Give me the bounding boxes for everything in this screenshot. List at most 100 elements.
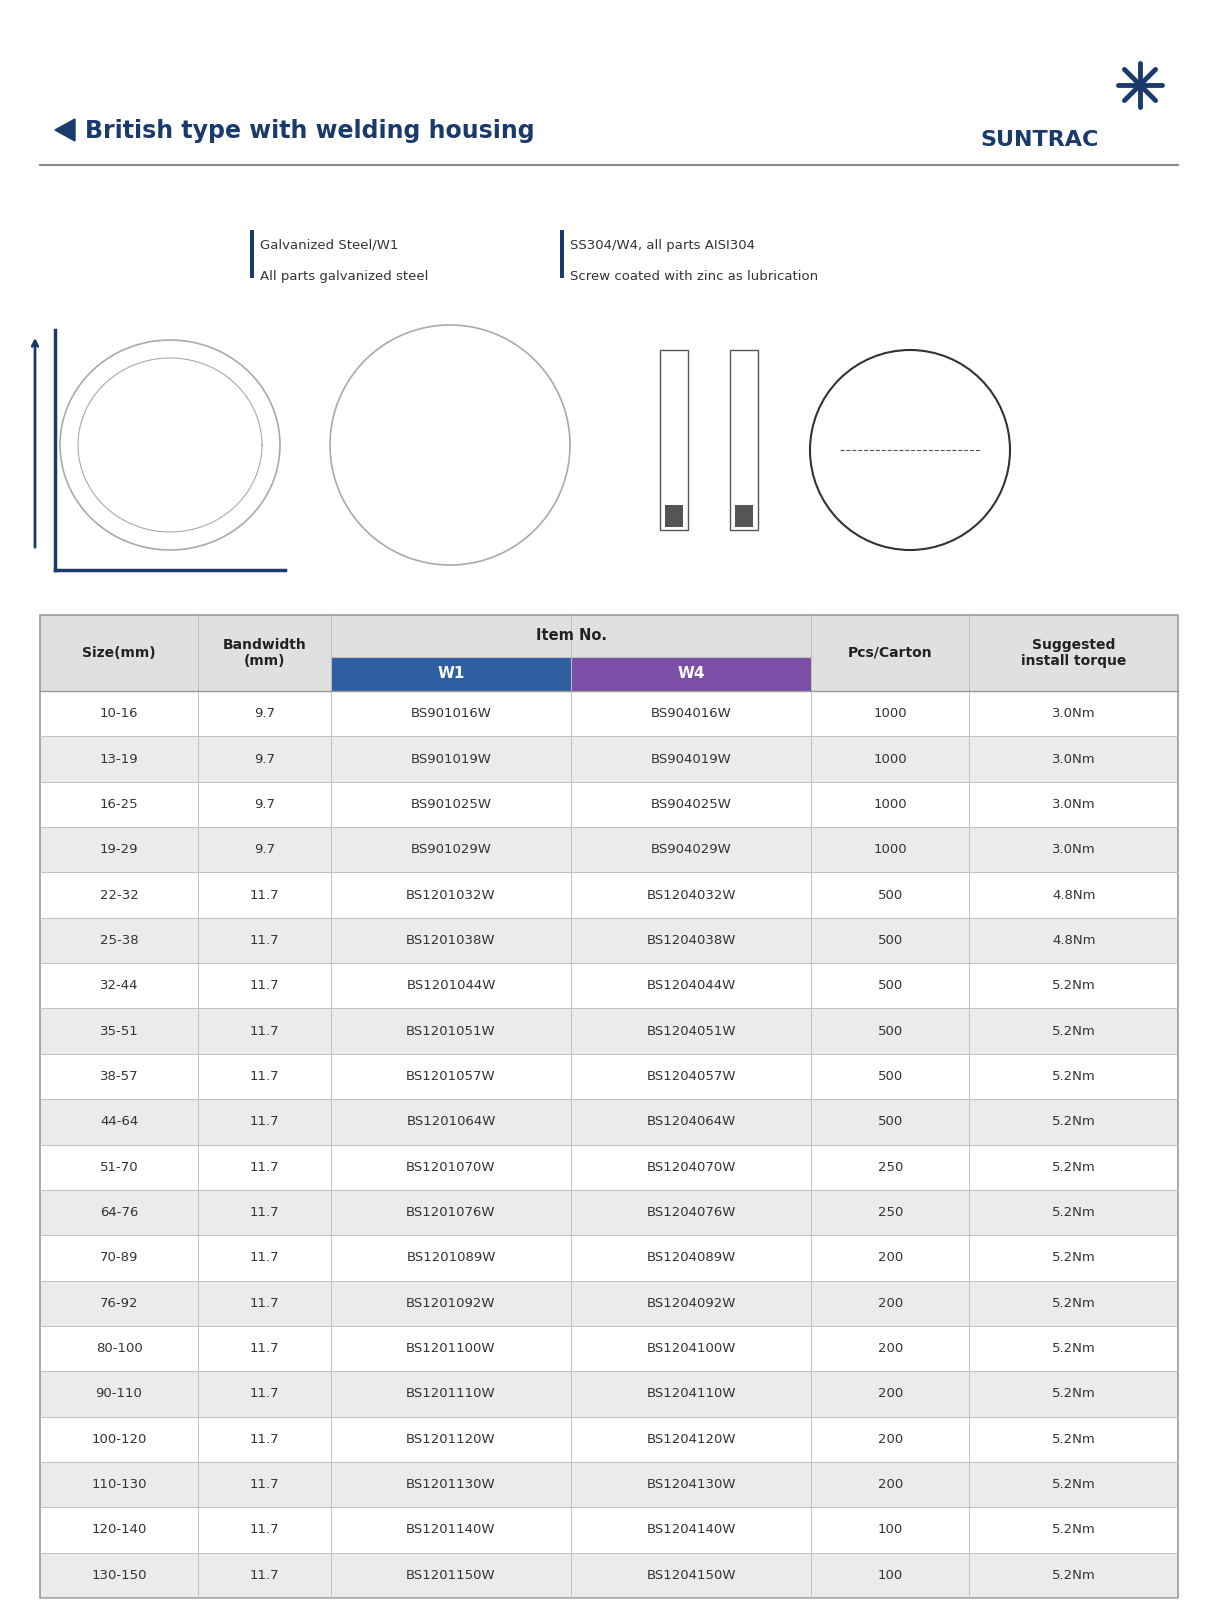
Text: BS901019W: BS901019W [410, 753, 491, 766]
Text: 3.0Nm: 3.0Nm [1052, 753, 1095, 766]
Text: 11.7: 11.7 [250, 979, 279, 992]
Bar [40, 1144, 1178, 1190]
Text: BS1201100W: BS1201100W [406, 1342, 496, 1355]
Text: Galvanized Steel/W1: Galvanized Steel/W1 [259, 239, 398, 252]
Bar [40, 691, 1178, 737]
Text: 5.2Nm: 5.2Nm [1052, 1569, 1095, 1582]
Bar [40, 1053, 1178, 1099]
Text: 9.7: 9.7 [253, 799, 275, 812]
Text: BS1204038W: BS1204038W [647, 933, 736, 946]
Text: 3.0Nm: 3.0Nm [1052, 799, 1095, 812]
Text: 500: 500 [878, 1070, 903, 1083]
Text: BS904019W: BS904019W [650, 753, 732, 766]
Text: 90-110: 90-110 [95, 1388, 143, 1401]
Text: BS1201150W: BS1201150W [406, 1569, 496, 1582]
Text: W1: W1 [437, 667, 464, 682]
Bar [40, 1462, 1178, 1508]
Text: 25-38: 25-38 [100, 933, 139, 946]
Text: Item No.: Item No. [536, 628, 607, 643]
Text: 11.7: 11.7 [250, 1479, 279, 1492]
Text: 200: 200 [878, 1297, 903, 1310]
Text: BS1204070W: BS1204070W [647, 1160, 736, 1173]
Text: BS904025W: BS904025W [650, 799, 732, 812]
Text: BS1201076W: BS1201076W [406, 1206, 496, 1219]
Text: 4.8Nm: 4.8Nm [1052, 933, 1095, 946]
Text: 51-70: 51-70 [100, 1160, 139, 1173]
Text: BS1204110W: BS1204110W [647, 1388, 736, 1401]
Text: 5.2Nm: 5.2Nm [1052, 1479, 1095, 1492]
Text: BS1201032W: BS1201032W [406, 888, 496, 901]
Text: 500: 500 [878, 1115, 903, 1128]
Text: 70-89: 70-89 [100, 1251, 138, 1264]
Text: Pcs/Carton: Pcs/Carton [848, 646, 933, 661]
Text: 100-120: 100-120 [91, 1433, 146, 1446]
Text: 11.7: 11.7 [250, 933, 279, 946]
Text: 5.2Nm: 5.2Nm [1052, 1251, 1095, 1264]
Text: 100: 100 [878, 1569, 903, 1582]
Bar [730, 351, 758, 531]
Text: 22-32: 22-32 [100, 888, 139, 901]
Text: BS1201044W: BS1201044W [407, 979, 496, 992]
Text: 1000: 1000 [873, 753, 907, 766]
Text: 1000: 1000 [873, 799, 907, 812]
Text: 500: 500 [878, 1024, 903, 1037]
Text: 500: 500 [878, 979, 903, 992]
Bar [40, 828, 1178, 873]
Bar [40, 962, 1178, 1008]
Text: 11.7: 11.7 [250, 1160, 279, 1173]
Text: BS901016W: BS901016W [410, 708, 491, 721]
Text: 5.2Nm: 5.2Nm [1052, 1433, 1095, 1446]
Text: 11.7: 11.7 [250, 1433, 279, 1446]
Text: Size(mm): Size(mm) [83, 646, 156, 661]
Text: 500: 500 [878, 888, 903, 901]
Text: 32-44: 32-44 [100, 979, 139, 992]
Text: 5.2Nm: 5.2Nm [1052, 1524, 1095, 1537]
Text: 200: 200 [878, 1388, 903, 1401]
Text: W4: W4 [677, 667, 705, 682]
Text: BS904016W: BS904016W [650, 708, 732, 721]
Text: BS1201057W: BS1201057W [406, 1070, 496, 1083]
Text: BS901025W: BS901025W [410, 799, 491, 812]
Text: BS901029W: BS901029W [410, 844, 491, 857]
Text: BS1204076W: BS1204076W [647, 1206, 736, 1219]
Text: 500: 500 [878, 933, 903, 946]
Text: 64-76: 64-76 [100, 1206, 138, 1219]
Text: BS1201092W: BS1201092W [406, 1297, 496, 1310]
Text: 4.8Nm: 4.8Nm [1052, 888, 1095, 901]
Text: 1000: 1000 [873, 708, 907, 721]
Text: 5.2Nm: 5.2Nm [1052, 1024, 1095, 1037]
Polygon shape [55, 118, 76, 141]
Bar [40, 873, 1178, 917]
Text: 3.0Nm: 3.0Nm [1052, 844, 1095, 857]
Text: 3.0Nm: 3.0Nm [1052, 708, 1095, 721]
Text: 5.2Nm: 5.2Nm [1052, 979, 1095, 992]
Text: 16-25: 16-25 [100, 799, 139, 812]
Text: BS1201038W: BS1201038W [406, 933, 496, 946]
Text: 5.2Nm: 5.2Nm [1052, 1070, 1095, 1083]
Text: 5.2Nm: 5.2Nm [1052, 1206, 1095, 1219]
Text: 5.2Nm: 5.2Nm [1052, 1297, 1095, 1310]
Bar [40, 1099, 1178, 1144]
Text: BS1204120W: BS1204120W [647, 1433, 736, 1446]
Text: BS1204092W: BS1204092W [647, 1297, 736, 1310]
Bar [40, 917, 1178, 962]
Bar [40, 1326, 1178, 1371]
Text: BS1201120W: BS1201120W [406, 1433, 496, 1446]
Bar [571, 657, 811, 691]
Text: BS1201130W: BS1201130W [406, 1479, 496, 1492]
Text: BS1201140W: BS1201140W [406, 1524, 496, 1537]
Bar [331, 657, 571, 691]
Text: 9.7: 9.7 [253, 753, 275, 766]
Bar [40, 615, 1178, 1599]
Text: BS1204150W: BS1204150W [647, 1569, 736, 1582]
Text: BS1204140W: BS1204140W [647, 1524, 736, 1537]
Text: BS1201110W: BS1201110W [406, 1388, 496, 1401]
Text: 11.7: 11.7 [250, 1251, 279, 1264]
Text: BS1201070W: BS1201070W [406, 1160, 496, 1173]
Bar [660, 351, 688, 531]
Text: Bandwidth
(mm): Bandwidth (mm) [223, 638, 306, 669]
Bar [40, 1008, 1178, 1053]
Text: BS1201089W: BS1201089W [407, 1251, 496, 1264]
Bar [40, 1508, 1178, 1553]
Text: 110-130: 110-130 [91, 1479, 147, 1492]
